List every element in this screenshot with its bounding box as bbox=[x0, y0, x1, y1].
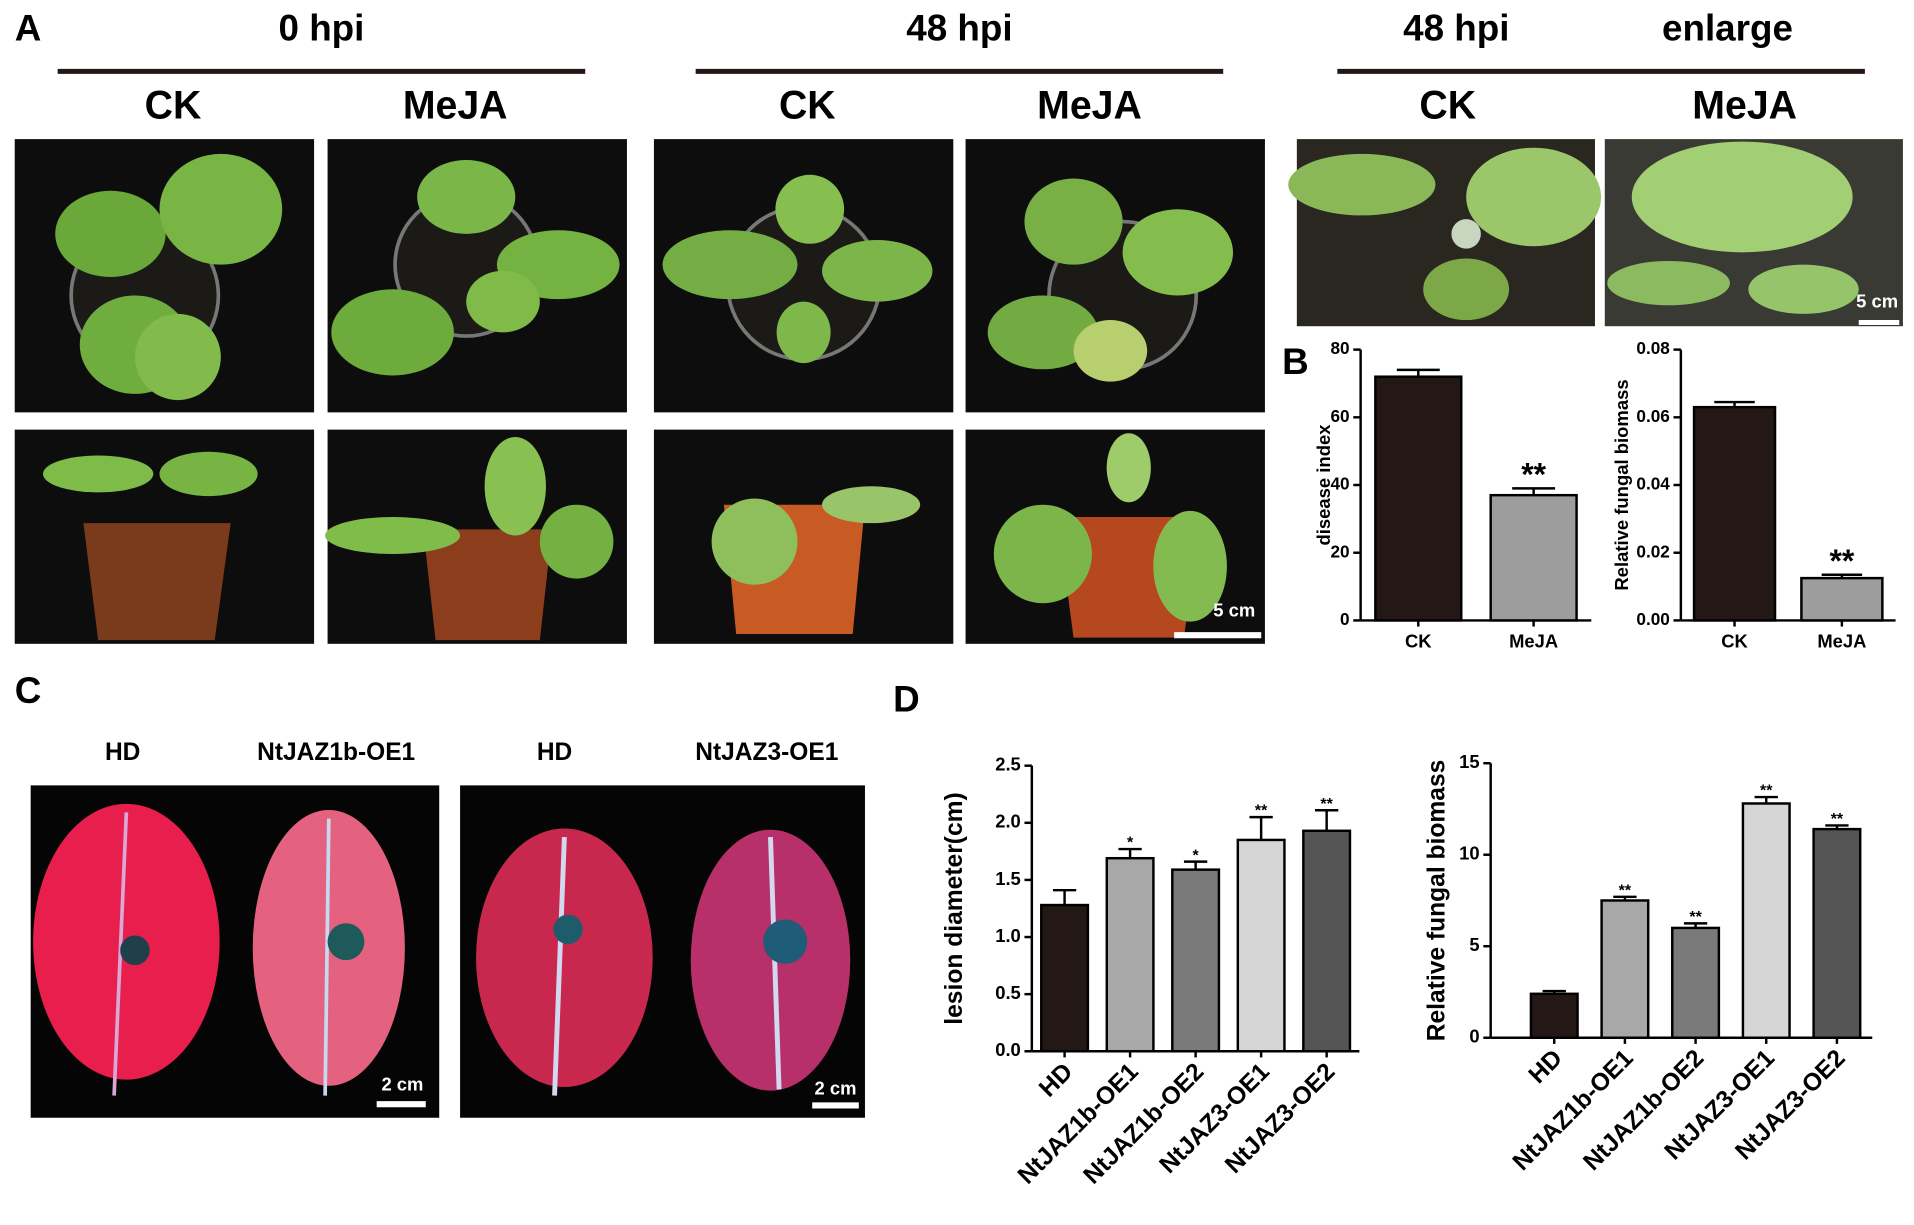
y-tick-label: 0 bbox=[1469, 1026, 1479, 1047]
column-label: CK bbox=[779, 84, 836, 128]
y-tick-label: 40 bbox=[1330, 474, 1349, 494]
y-tick-label: 5 bbox=[1469, 934, 1479, 955]
column-label: CK bbox=[145, 84, 202, 128]
bar bbox=[1812, 827, 1862, 1039]
x-tick-label: MeJA bbox=[1817, 630, 1866, 651]
x-tick-label: CK bbox=[1405, 630, 1432, 651]
significance: * bbox=[1193, 847, 1200, 864]
bar bbox=[1692, 405, 1777, 622]
column-label: MeJA bbox=[1037, 84, 1142, 128]
y-tick-label: 60 bbox=[1330, 406, 1349, 426]
leaf-label: HD bbox=[537, 739, 572, 766]
column-label: MeJA bbox=[403, 84, 508, 128]
x-tick-label: CK bbox=[1721, 630, 1748, 651]
significance: ** bbox=[1831, 811, 1844, 828]
significance: ** bbox=[1619, 882, 1632, 899]
bar bbox=[1374, 375, 1463, 622]
leaf-label: HD bbox=[105, 739, 140, 766]
group-label: 0 hpi bbox=[279, 7, 365, 48]
y-axis-label: Relative fungal biomass bbox=[1611, 379, 1632, 590]
bar bbox=[1600, 899, 1650, 1039]
y-axis-label: lesion diameter(cm) bbox=[941, 792, 968, 1024]
scale-bar-label: 2 cm bbox=[815, 1077, 857, 1098]
y-tick-label: 2.0 bbox=[995, 811, 1021, 832]
panel-label: D bbox=[893, 678, 920, 719]
y-tick-label: 2.5 bbox=[995, 754, 1021, 775]
bar bbox=[1040, 903, 1090, 1053]
significance: ** bbox=[1521, 457, 1546, 493]
y-tick-label: 0.04 bbox=[1636, 474, 1670, 494]
y-tick-label: 0.08 bbox=[1636, 338, 1670, 358]
x-tick-label: NtJAZ1b-OE1 bbox=[1508, 1045, 1639, 1176]
bar bbox=[1171, 868, 1221, 1053]
y-tick-label: 0.5 bbox=[995, 982, 1021, 1003]
panel-label: C bbox=[15, 670, 42, 711]
y-tick-label: 15 bbox=[1459, 751, 1479, 772]
bar bbox=[1800, 576, 1884, 622]
y-tick-label: 0 bbox=[1340, 609, 1350, 629]
bar bbox=[1741, 802, 1791, 1039]
leaf-label: NtJAZ1b-OE1 bbox=[257, 739, 415, 766]
bar bbox=[1529, 992, 1579, 1039]
column-label: CK bbox=[1419, 84, 1476, 128]
y-tick-label: 10 bbox=[1459, 843, 1479, 864]
x-tick-label: MeJA bbox=[1509, 630, 1558, 651]
group-label: enlarge bbox=[1662, 7, 1793, 48]
significance: ** bbox=[1829, 543, 1854, 579]
bar bbox=[1489, 493, 1578, 622]
y-axis-label: disease index bbox=[1313, 424, 1334, 546]
y-tick-label: 20 bbox=[1330, 541, 1349, 561]
significance: ** bbox=[1760, 783, 1773, 800]
scale-bar-label: 2 cm bbox=[381, 1074, 423, 1095]
panel-label: B bbox=[1282, 341, 1309, 382]
y-tick-label: 1.0 bbox=[995, 925, 1021, 946]
y-tick-label: 1.5 bbox=[995, 868, 1021, 889]
x-tick-label: HD bbox=[1524, 1045, 1568, 1089]
group-label: 48 hpi bbox=[906, 7, 1012, 48]
y-tick-label: 0.0 bbox=[995, 1039, 1021, 1060]
panel-label: A bbox=[15, 7, 42, 48]
significance: ** bbox=[1320, 796, 1333, 813]
bar bbox=[1105, 856, 1155, 1053]
bar bbox=[1302, 829, 1352, 1053]
group-label: 48 hpi bbox=[1403, 7, 1509, 48]
y-tick-label: 80 bbox=[1330, 338, 1349, 358]
x-tick-label: NtJAZ1b-OE2 bbox=[1578, 1045, 1709, 1176]
significance: * bbox=[1127, 835, 1134, 852]
significance: ** bbox=[1689, 909, 1702, 926]
scale-bar-label: 5 cm bbox=[1213, 600, 1255, 621]
significance: ** bbox=[1255, 803, 1268, 820]
bar bbox=[1236, 838, 1286, 1053]
scale-bar-label: 5 cm bbox=[1856, 291, 1898, 312]
y-tick-label: 0.06 bbox=[1636, 406, 1669, 426]
y-tick-label: 0.02 bbox=[1636, 541, 1669, 561]
leaf-label: NtJAZ3-OE1 bbox=[695, 739, 838, 766]
photos bbox=[14, 139, 1903, 1118]
column-label: MeJA bbox=[1692, 84, 1797, 128]
y-tick-label: 0.00 bbox=[1636, 609, 1669, 629]
bar bbox=[1671, 926, 1721, 1039]
y-axis-label: Relative fungal biomass bbox=[1423, 760, 1450, 1042]
x-tick-label: HD bbox=[1034, 1058, 1078, 1102]
